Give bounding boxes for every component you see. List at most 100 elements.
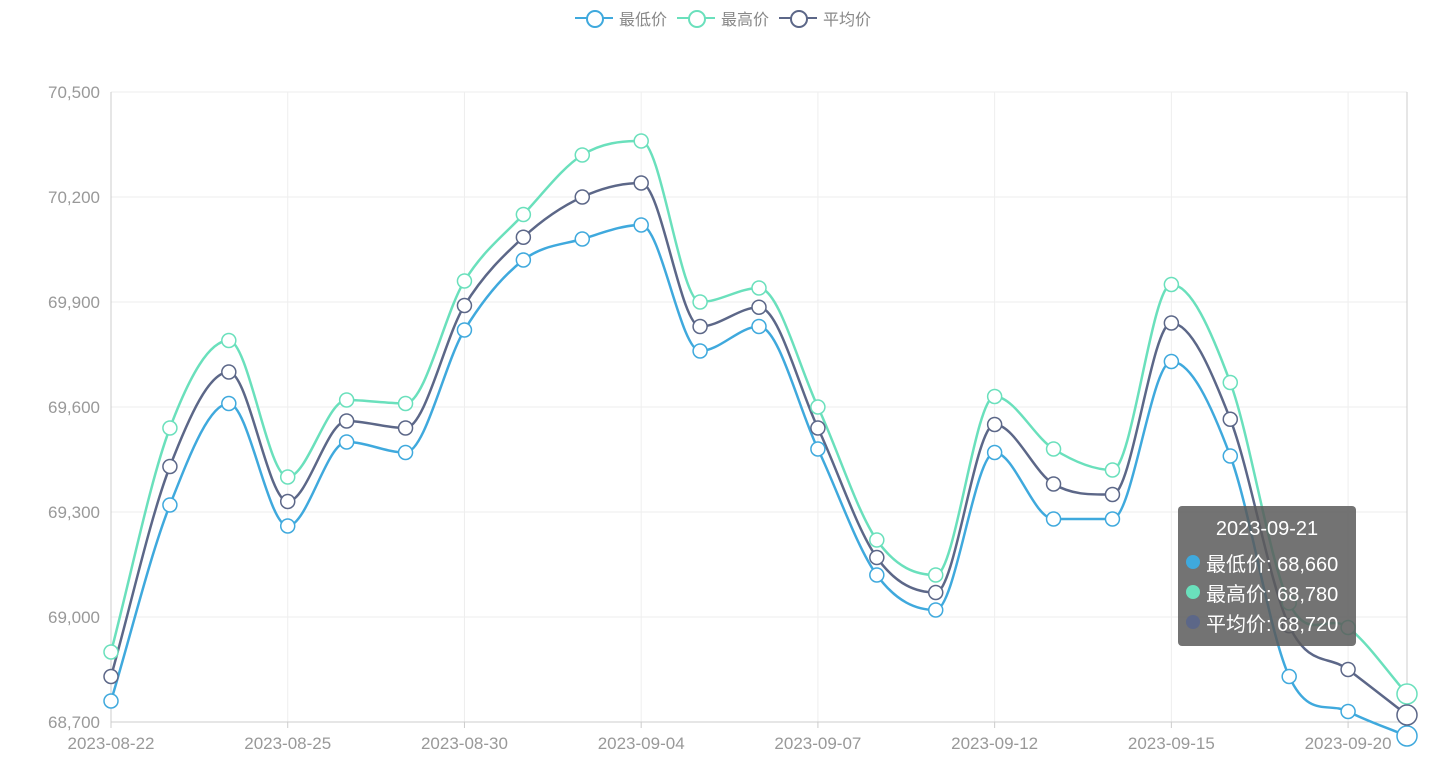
- tooltip-dot-low: [1186, 555, 1200, 569]
- data-point-high: [633, 133, 649, 149]
- data-point-high: [869, 532, 885, 548]
- data-point-high: [810, 399, 826, 415]
- legend-dot-avg: [790, 10, 808, 28]
- data-point-avg: [869, 549, 885, 566]
- y-tick-label: 69,600: [48, 398, 100, 417]
- legend-item-avg[interactable]: 平均价: [779, 6, 871, 30]
- chart-tooltip: 2023-09-21 最低价: 68,660 最高价: 68,780 平均价: …: [1178, 506, 1356, 646]
- data-point-low: [103, 693, 119, 709]
- data-point-avg: [456, 297, 473, 314]
- tooltip-dot-high: [1186, 585, 1200, 599]
- y-tick-label: 69,900: [48, 293, 100, 312]
- tooltip-value-high: 最高价: 68,780: [1206, 583, 1339, 606]
- y-tick-label: 70,500: [48, 83, 100, 102]
- data-point-low: [751, 318, 767, 335]
- data-point-high: [1104, 462, 1121, 478]
- data-point-low: [1222, 448, 1239, 464]
- axis-layer: 68,700 69,000 69,300 69,600 69,900 70,200 70,5…: [48, 83, 1408, 753]
- data-point-avg: [1104, 486, 1121, 503]
- data-point-low: [1396, 725, 1418, 747]
- data-point-low: [574, 231, 591, 247]
- data-point-high: [927, 567, 944, 583]
- data-point-high: [1045, 441, 1062, 457]
- legend-marker-avg: [779, 8, 817, 28]
- x-tick-label: 2023-08-30: [421, 734, 508, 753]
- series-line-high: [109, 139, 1408, 695]
- data-point-low: [1340, 703, 1356, 720]
- x-tick-label: 2023-08-22: [68, 734, 155, 753]
- data-point-avg: [1340, 661, 1356, 678]
- x-tick-label: 2023-09-07: [774, 734, 861, 753]
- data-point-high: [103, 644, 119, 660]
- y-tick-label: 69,000: [48, 608, 100, 627]
- tooltip-row-high: 最高价: 68,780: [1186, 577, 1348, 607]
- x-tick-label: 2023-09-12: [951, 734, 1038, 753]
- data-point-avg: [279, 493, 296, 510]
- data-point-high: [1163, 276, 1180, 293]
- legend-marker-low: [574, 8, 613, 28]
- chart-legend: 最低价 最高价 平均价: [0, 6, 1446, 30]
- data-point-avg: [1222, 411, 1239, 427]
- data-point-low: [633, 217, 649, 233]
- data-point-avg: [515, 229, 532, 245]
- x-tick-label: 2023-09-15: [1128, 734, 1215, 753]
- point-layer: [103, 133, 1418, 747]
- data-point-avg: [692, 318, 708, 335]
- data-point-avg: [927, 584, 944, 601]
- data-point-low: [397, 444, 414, 461]
- y-tick-label: 70,200: [48, 188, 100, 207]
- x-tick-label: 2023-09-04: [598, 734, 685, 753]
- series-line-low: [109, 223, 1408, 738]
- data-point-high: [1396, 683, 1418, 705]
- data-point-high: [1222, 374, 1239, 391]
- data-point-low: [338, 434, 355, 450]
- data-point-high: [692, 294, 708, 310]
- legend-marker-high: [676, 8, 715, 28]
- data-point-avg: [810, 420, 826, 436]
- data-point-high: [456, 273, 473, 289]
- tooltip-dot-avg: [1186, 615, 1200, 629]
- data-point-avg: [1396, 704, 1418, 726]
- data-point-low: [810, 441, 826, 457]
- legend-item-low[interactable]: 最低价: [574, 6, 667, 30]
- data-point-low: [986, 444, 1003, 461]
- x-tick-label: 2023-08-25: [244, 734, 331, 753]
- tooltip-value-avg: 平均价: 68,720: [1206, 613, 1339, 636]
- legend-item-high[interactable]: 最高价: [676, 6, 769, 30]
- data-point-high: [221, 332, 237, 349]
- data-point-avg: [221, 364, 237, 380]
- data-point-high: [751, 280, 767, 296]
- data-point-avg: [751, 299, 767, 315]
- data-point-low: [1163, 353, 1180, 370]
- data-point-low: [869, 567, 885, 583]
- data-point-avg: [574, 189, 591, 205]
- legend-label-avg: 平均价: [823, 12, 872, 29]
- data-point-high: [515, 206, 532, 223]
- tooltip-title: 2023-09-21: [1215, 518, 1319, 540]
- data-point-low: [1281, 668, 1297, 685]
- legend-label-low: 最低价: [618, 12, 667, 29]
- data-point-avg: [633, 175, 649, 191]
- data-point-low: [927, 602, 944, 618]
- data-point-avg: [1163, 315, 1180, 331]
- series-layer: [109, 139, 1408, 738]
- legend-label-high: 最高价: [720, 12, 769, 29]
- tooltip-row-low: 最低价: 68,660: [1186, 547, 1348, 577]
- y-tick-label: 68,700: [48, 713, 100, 732]
- tooltip-row-avg: 平均价: 68,720: [1186, 607, 1348, 637]
- data-point-high: [162, 420, 178, 436]
- data-point-low: [692, 343, 708, 359]
- data-point-avg: [162, 458, 178, 475]
- data-point-low: [1104, 511, 1121, 527]
- legend-dot-high: [687, 10, 706, 28]
- data-point-high: [338, 392, 355, 408]
- data-point-low: [1045, 511, 1062, 527]
- y-tick-label: 69,300: [48, 503, 100, 522]
- data-point-avg: [986, 416, 1003, 433]
- data-point-high: [574, 147, 591, 163]
- data-point-high: [279, 469, 296, 485]
- data-point-low: [456, 322, 473, 338]
- data-point-low: [515, 252, 532, 268]
- data-point-avg: [1045, 476, 1062, 492]
